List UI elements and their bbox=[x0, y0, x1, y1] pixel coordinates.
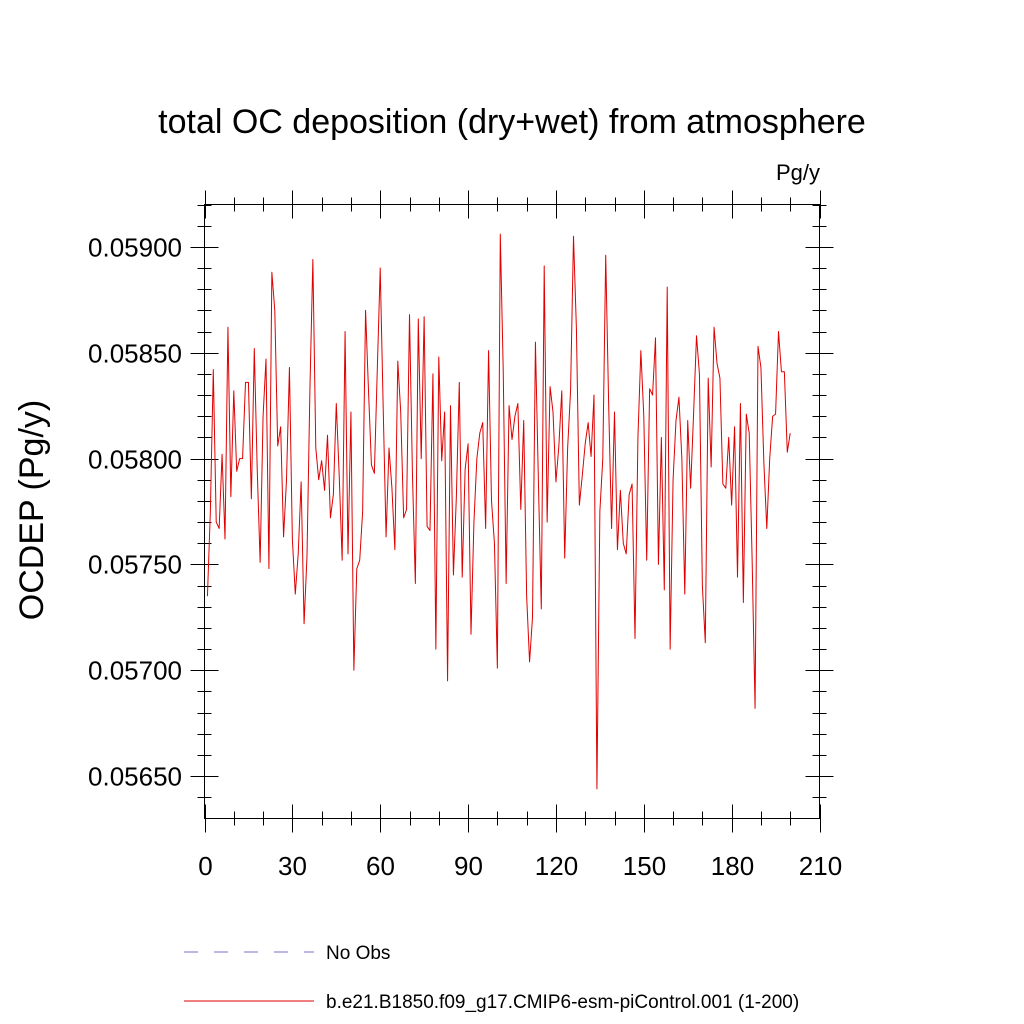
y-axis-label: OCDEP (Pg/y) bbox=[13, 400, 51, 620]
chart-title: total OC deposition (dry+wet) from atmos… bbox=[158, 103, 866, 141]
legend-series-label: b.e21.B1850.f09_g17.CMIP6-esm-piControl.… bbox=[326, 992, 799, 1013]
x-tick-label: 180 bbox=[711, 851, 754, 881]
y-tick-label: 0.05800 bbox=[88, 445, 182, 475]
plot-frame bbox=[204, 204, 820, 819]
units-label: Pg/y bbox=[776, 160, 820, 185]
series-line bbox=[206, 233, 791, 790]
x-tick-label: 60 bbox=[366, 851, 395, 881]
x-tick-label: 0 bbox=[198, 851, 212, 881]
y-tick-label: 0.05700 bbox=[88, 656, 182, 686]
y-tick-label: 0.05850 bbox=[88, 339, 182, 369]
x-axis: 0 30 60 90 120 150 180 210 bbox=[198, 190, 842, 881]
x-tick-label: 150 bbox=[623, 851, 666, 881]
x-tick-label: 90 bbox=[454, 851, 483, 881]
y-tick-label: 0.05650 bbox=[88, 762, 182, 792]
x-tick-label: 30 bbox=[278, 851, 307, 881]
series-layer bbox=[206, 233, 791, 790]
y-axis: 0.05650 0.05700 0.05750 0.05800 0.05850 0.059… bbox=[88, 205, 834, 798]
legend: No Obs b.e21.B1850.f09_g17.CMIP6-esm-piC… bbox=[184, 943, 799, 1013]
y-tick-label: 0.05900 bbox=[88, 233, 182, 263]
x-tick-label: 210 bbox=[799, 851, 842, 881]
x-tick-label: 120 bbox=[535, 851, 578, 881]
legend-no-obs-label: No Obs bbox=[326, 943, 390, 964]
y-tick-label: 0.05750 bbox=[88, 550, 182, 580]
